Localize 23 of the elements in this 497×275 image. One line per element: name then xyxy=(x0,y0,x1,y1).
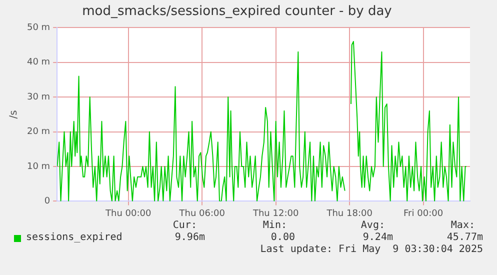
text: Last update: Fri May 9 03:30:04 2025 xyxy=(260,244,483,255)
chart-title: mod_smacks/sessions_expired counter - by day xyxy=(82,4,392,20)
x-tick-label: Thu 18:00 xyxy=(326,208,373,219)
text: Min: xyxy=(262,220,287,231)
x-tick-label: Thu 12:00 xyxy=(252,208,299,219)
text: Max: xyxy=(450,220,475,231)
text: Avg: xyxy=(360,220,385,231)
x-tick-label: Thu 00:00 xyxy=(104,208,152,219)
y-tick-label: 20 m xyxy=(26,127,50,138)
y-tick-label: 0 xyxy=(44,196,50,207)
y-axis-title: /s xyxy=(8,110,20,119)
text: Cur: xyxy=(172,220,197,231)
y-tick-label: 40 m xyxy=(26,58,50,68)
y-tick-label: 50 m xyxy=(26,22,50,33)
y-tick-label: 10 m xyxy=(26,162,50,172)
legend-label: sessions_expired xyxy=(26,232,122,243)
x-tick-label: Fri 00:00 xyxy=(404,208,444,219)
y-tick-label: 30 m xyxy=(26,92,50,102)
text: 9.24m xyxy=(362,232,393,243)
text: 0.00 xyxy=(270,232,295,243)
text: 9.96m xyxy=(174,232,205,243)
x-tick-label: Thu 06:00 xyxy=(178,208,226,219)
text: 45.77m xyxy=(446,232,483,243)
